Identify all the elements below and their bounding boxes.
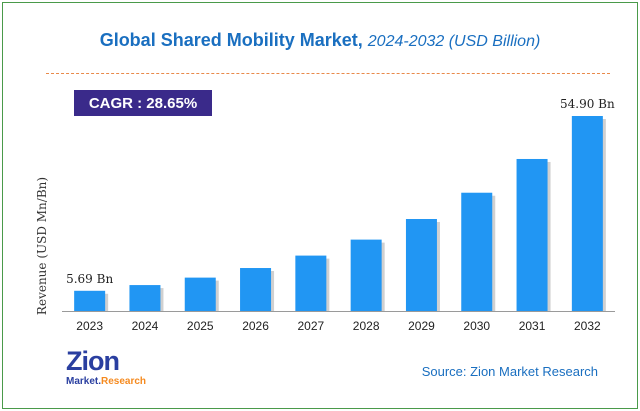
title-divider (46, 73, 610, 74)
bar-2029 (405, 219, 437, 311)
bar-2028 (350, 239, 382, 311)
logo-sub-right: Research (101, 376, 147, 387)
logo-sub-left: Market. (66, 376, 102, 387)
data-label-2032: 54.90 Bn (560, 97, 615, 111)
x-tick-2027: 2027 (297, 319, 324, 333)
data-label-2023: 5.69 Bn (66, 272, 113, 286)
bar-2027 (295, 255, 327, 311)
zion-logo: Zion Market.Research (66, 346, 156, 392)
bar-2031 (516, 158, 548, 311)
x-tick-2030: 2030 (463, 319, 490, 333)
bar-2024 (129, 285, 161, 311)
x-tick-2023: 2023 (76, 319, 103, 333)
logo-subtitle: Market.Research (66, 376, 146, 387)
bar-2030 (461, 192, 493, 311)
x-tick-2028: 2028 (353, 319, 380, 333)
x-tick-2025: 2025 (187, 319, 214, 333)
x-tick-2024: 2024 (132, 319, 159, 333)
title-sub: 2024-2032 (USD Billion) (367, 33, 541, 50)
x-tick-2032: 2032 (574, 319, 601, 333)
bar-2025 (184, 277, 216, 311)
x-tick-2029: 2029 (408, 319, 435, 333)
logo-wordmark: Zion (66, 346, 120, 376)
title-main: Global Shared Mobility Market, (99, 30, 363, 50)
cagr-badge: CAGR : 28.65% (74, 90, 212, 116)
chart-title: Global Shared Mobility Market, 2024-2032… (0, 30, 640, 51)
source-note: Source: Zion Market Research (421, 364, 598, 379)
x-tick-2026: 2026 (242, 319, 269, 333)
bar-2032 (571, 116, 603, 311)
bar-2026 (240, 268, 272, 311)
bar-2023 (74, 290, 106, 311)
x-tick-2031: 2031 (519, 319, 546, 333)
